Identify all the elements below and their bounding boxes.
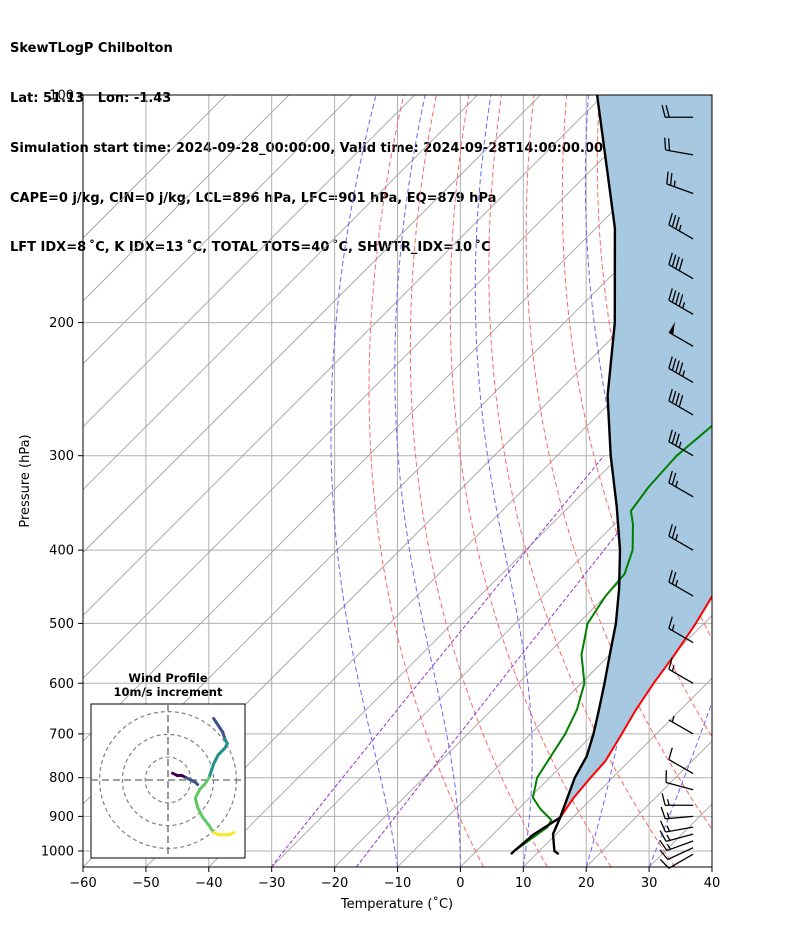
wind-barb [668,747,694,775]
dry-adiabat [762,95,794,867]
wind-barb [664,137,694,156]
isotherm [397,551,712,867]
wind-barb [668,569,694,597]
y-tick-label: 400 [49,544,74,559]
moist-adiabat [330,95,398,867]
wind-barb [668,356,694,383]
dry-adiabat [449,95,612,867]
wind-barb [660,806,694,820]
y-tick-label: 800 [49,771,74,786]
wind-barb [668,616,694,644]
x-tick-label: 0 [456,876,464,891]
x-axis-title: Temperature (˚C) [340,896,453,912]
y-tick-label: 100 [49,89,74,104]
wind-barb [665,770,694,791]
dry-adiabat [409,95,548,867]
x-tick-label: −40 [195,876,222,891]
x-tick-label: 10 [515,876,532,891]
y-tick-label: 700 [49,727,74,742]
hodograph-segment [216,746,227,757]
isotherm [83,95,415,428]
wind-barb [659,847,694,861]
wind-barb [668,429,694,457]
x-tick-label: 40 [704,876,721,891]
x-tick-label: −10 [384,876,411,891]
mixing-ratio-line [270,455,605,867]
wind-barb [659,830,694,843]
mixing-ratio-line [355,455,680,867]
isotherm [271,426,712,867]
hodograph-segment [193,780,200,787]
dry-adiabat [561,95,712,738]
moist-adiabat [474,95,533,867]
wind-barbs [659,105,694,869]
wind-barb [668,388,694,416]
x-tick-label: 30 [641,876,658,891]
isotherm [775,95,794,867]
isotherm [83,111,712,742]
chart-title: SkewTLogP Chilbolton [10,41,173,57]
dry-adiabat [368,95,485,867]
y-tick-label: 1000 [41,844,74,859]
surface-trace-line [510,816,561,856]
x-tick-label: −60 [69,876,96,891]
wind-barb [661,105,694,118]
x-tick-label: −30 [258,876,285,891]
parcel-line [551,95,622,856]
hodograph-segment [196,805,204,818]
isotherm [83,95,541,554]
wind-barb [668,212,694,240]
y-tick-label: 500 [49,617,74,632]
wind-barb [659,820,694,833]
hodograph-segment [200,814,211,828]
isotherm [83,95,227,239]
y-axis-title: Pressure (hPa) [18,434,33,527]
cape-shading [560,95,712,818]
isotherm [83,95,290,302]
wind-barb [668,524,694,551]
wind-barb [661,793,694,806]
isotherm [145,300,712,867]
y-tick-label: 200 [49,316,74,331]
dewpoint-line [513,424,712,852]
x-tick-label: 20 [578,876,595,891]
hodograph-subtitle: 10m/s increment [114,685,223,699]
wind-barb [659,839,694,852]
wind-barb [668,288,694,315]
temperature-line [559,594,712,819]
hodograph-segment [193,796,200,809]
y-tick-label: 300 [49,449,74,464]
wind-barb [668,470,694,498]
wind-barb [666,171,694,195]
dry-adiabat [525,95,712,831]
y-tick-label: 600 [49,677,74,692]
isotherm [334,489,712,867]
profile-lines [510,95,712,856]
hodograph-segment [193,787,202,800]
hodograph-title: Wind Profile [128,671,208,685]
wind-barb [668,321,694,347]
dry-adiabat [488,95,676,867]
axes: −60 −50 −40 −30 −20 −10 0 10 20 30 40 100 200 300 400 5… [41,89,720,892]
isotherm [460,614,712,867]
moist-adiabat [648,700,712,867]
wind-barb [668,715,694,735]
isotherm [711,866,712,867]
x-tick-label: −20 [321,876,348,891]
hodograph-segment [228,830,236,837]
isotherm [523,677,712,867]
isotherm [83,95,353,365]
y-tick-label: 900 [49,810,74,825]
wind-barb [668,657,694,684]
x-tick-label: −50 [132,876,159,891]
isotherm [83,95,667,679]
isotherm [208,363,712,867]
wind-barb [668,252,694,280]
dry-adiabat [730,95,794,867]
isotherm [83,95,604,616]
moist-adiabat [394,95,461,867]
